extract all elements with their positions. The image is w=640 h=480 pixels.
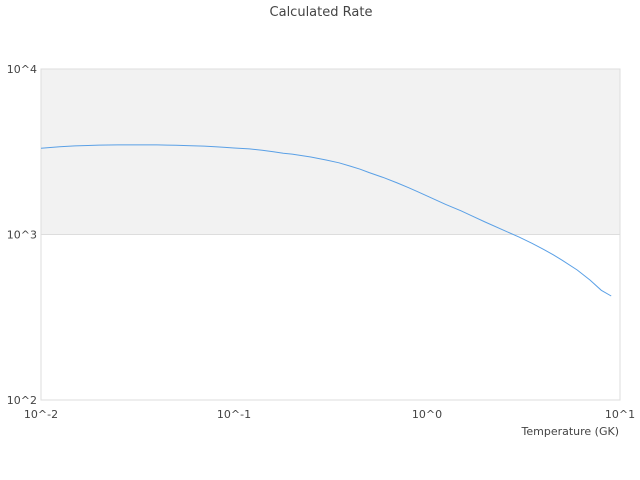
x-axis-label: Temperature (GK): [521, 425, 620, 438]
plot-frame: [40, 68, 621, 401]
x-tick-label: 10^-2: [24, 408, 58, 421]
y-tick-label: 10^2: [7, 394, 37, 407]
x-tick-label: 10^-1: [217, 408, 251, 421]
y-tick-label: 10^4: [7, 63, 37, 76]
x-tick-label: 10^0: [412, 408, 442, 421]
plot-area: 10^-2 10^-1 10^0 10^1 10^2 10^3 10^4: [7, 63, 635, 421]
series-line: [40, 144, 612, 297]
y-tick-label: 10^3: [7, 229, 37, 242]
shaded-band: [41, 69, 620, 235]
chart-title: Calculated Rate: [270, 5, 373, 20]
x-tick-label: 10^1: [605, 408, 635, 421]
